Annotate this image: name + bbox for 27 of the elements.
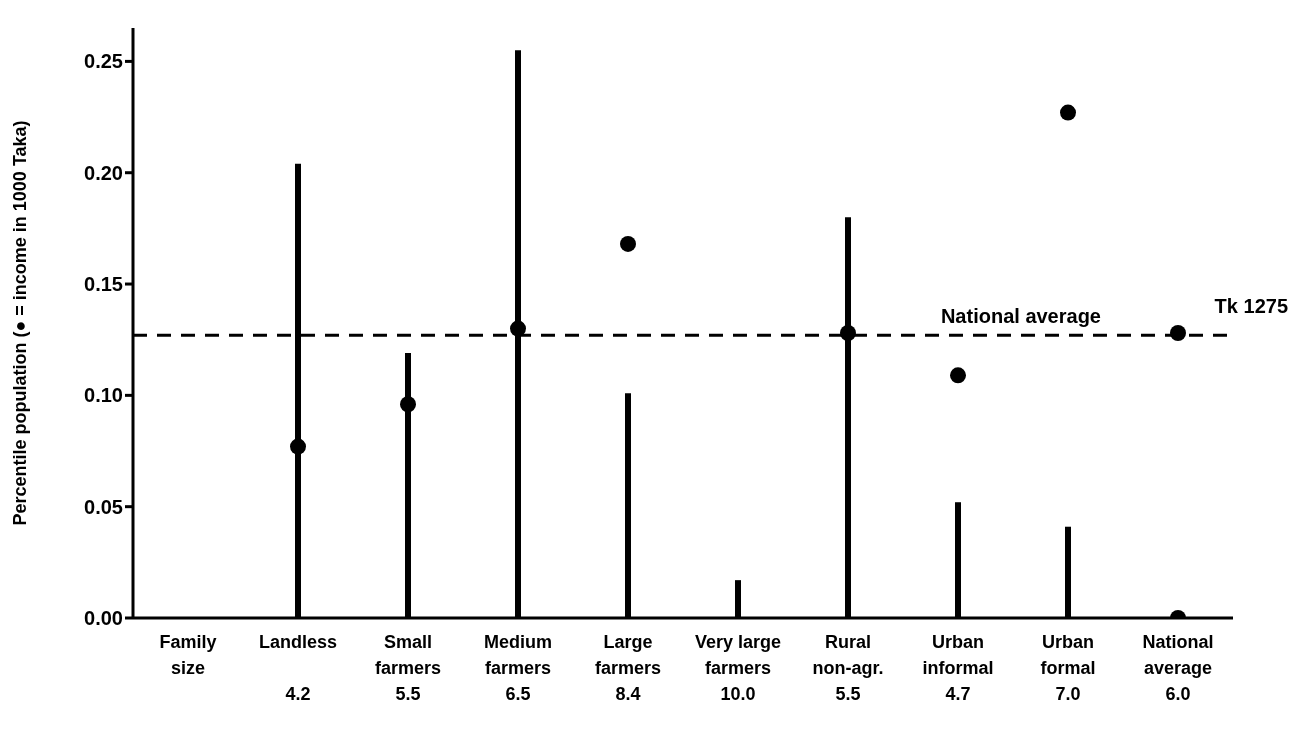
point — [840, 325, 856, 342]
y-tick-label: 0.25 — [84, 50, 123, 73]
point — [1060, 104, 1076, 121]
point — [950, 367, 966, 384]
x-tick-label: Urban informal 4.7 — [922, 632, 994, 704]
x-tick-label: Very large farmers 10.0 — [694, 632, 782, 704]
y-tick-label: 0.15 — [84, 273, 123, 296]
y-tick-label: 0.10 — [84, 384, 123, 407]
x-tick-label: Medium farmers 6.5 — [483, 632, 553, 704]
x-tick-label: National average 6.0 — [1142, 632, 1214, 704]
x-tick-label: Small farmers 5.5 — [374, 632, 442, 704]
y-tick-label: 0.20 — [84, 161, 123, 184]
y-tick-label: 0.00 — [84, 607, 123, 630]
y-axis-title: Percentile population (● = income in 1000 Taka) — [10, 120, 31, 526]
point — [510, 320, 526, 337]
x-tick-label: Family size — [159, 632, 217, 678]
point — [290, 438, 306, 455]
x-tick-label: Rural non-agr. 5.5 — [812, 632, 884, 704]
y-tick-label: 0.05 — [84, 495, 123, 518]
x-tick-label: Large farmers 8.4 — [594, 632, 662, 704]
category-label: Landless 4.2 — [258, 632, 338, 704]
point — [620, 235, 636, 252]
x-tick-label: Urban formal 7.0 — [1040, 632, 1096, 704]
point — [400, 396, 416, 413]
annotation: Tk 1275 — [1214, 295, 1288, 319]
ref-line-label: National average — [940, 305, 1101, 328]
point — [1170, 325, 1186, 342]
